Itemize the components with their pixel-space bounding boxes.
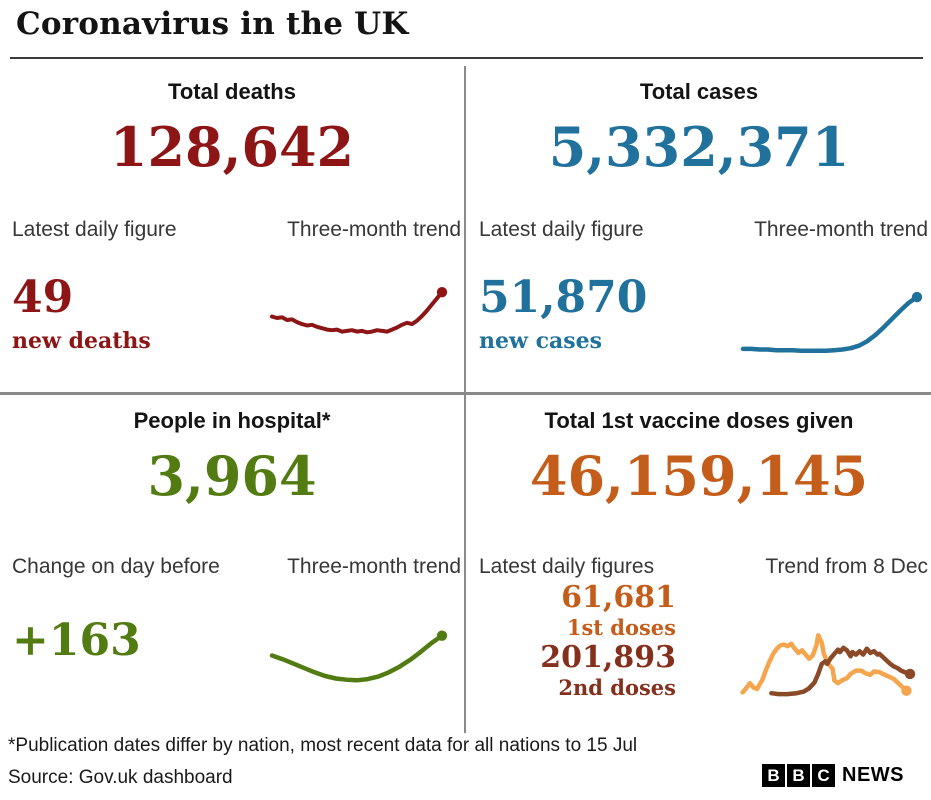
second-doses-caption: 2nd doses <box>558 675 676 700</box>
total-deaths-value: 128,642 <box>109 115 355 179</box>
panel-heading: Total 1st vaccine doses given <box>544 408 854 433</box>
bbc-logo-letter-b1: B <box>762 764 785 787</box>
cases-trend-sparkline <box>740 291 923 354</box>
panel-total-deaths: Total deaths 128,642 Latest daily figure… <box>0 66 464 392</box>
deaths-trend-sparkline <box>270 286 448 335</box>
latest-daily-figure-label: Latest daily figure <box>479 218 644 241</box>
total-cases-value: 5,332,371 <box>548 115 850 179</box>
three-month-trend-label: Three-month trend <box>287 218 461 241</box>
trend-from-8-dec-label: Trend from 8 Dec <box>765 555 928 578</box>
latest-daily-figure-label: Latest daily figure <box>12 218 177 241</box>
bbc-logo-letter-b2: B <box>787 764 810 787</box>
daily-cases-value: 51,870 <box>479 272 648 323</box>
daily-deaths-value: 49 <box>12 272 74 323</box>
vertical-divider <box>464 66 466 733</box>
title-divider <box>10 57 923 59</box>
first-doses-value: 61,681 <box>561 580 676 615</box>
change-on-day-before-label: Change on day before <box>12 555 220 578</box>
panel-people-in-hospital: People in hospital* 3,964 Change on day … <box>0 395 464 730</box>
hospital-change-value: +163 <box>12 615 141 666</box>
total-first-doses-value: 46,159,145 <box>529 444 869 508</box>
vaccine-trend-sparkline <box>740 633 916 697</box>
panel-heading: Total cases <box>639 79 759 104</box>
latest-daily-figures-label: Latest daily figures <box>479 555 655 578</box>
panel-total-cases: Total cases 5,332,371 Latest daily figur… <box>467 66 931 392</box>
bbc-logo-letter-c: C <box>812 764 835 787</box>
bbc-news-logo: B B C NEWS <box>762 764 904 787</box>
hospital-trend-sparkline <box>269 630 448 683</box>
panel-heading: People in hospital* <box>133 408 331 433</box>
three-month-trend-label: Three-month trend <box>287 555 461 578</box>
panel-vaccine-doses: Total 1st vaccine doses given 46,159,145… <box>467 395 931 730</box>
bbc-news-text: NEWS <box>842 764 904 786</box>
daily-cases-caption: new cases <box>479 328 603 354</box>
vaccine-daily-figures: 61,681 1st doses 201,893 2nd doses <box>479 581 676 701</box>
panel-heading: Total deaths <box>168 79 296 104</box>
source-attribution: Source: Gov.uk dashboard <box>8 767 233 788</box>
horizontal-divider <box>0 392 931 395</box>
daily-deaths-caption: new deaths <box>12 328 151 354</box>
first-doses-caption: 1st doses <box>566 615 676 640</box>
second-doses-value: 201,893 <box>540 640 676 675</box>
three-month-trend-label: Three-month trend <box>754 218 928 241</box>
publication-footnote: *Publication dates differ by nation, mos… <box>8 735 638 756</box>
page-title: Coronavirus in the UK <box>16 6 409 42</box>
people-in-hospital-value: 3,964 <box>147 444 317 508</box>
